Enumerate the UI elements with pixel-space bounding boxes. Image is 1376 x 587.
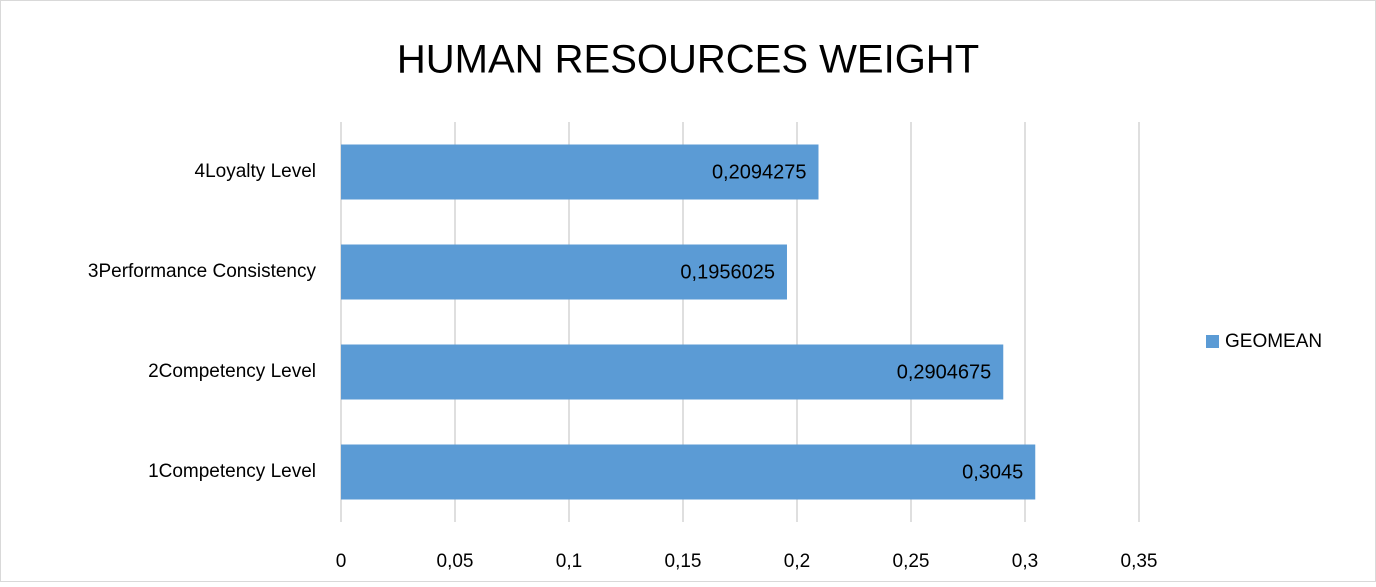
x-tick-label: 0,2 [784, 551, 810, 572]
y-tick-label: 2Competency Level [148, 361, 316, 382]
legend-label: GEOMEAN [1225, 331, 1322, 352]
x-tick-label: 0 [336, 551, 347, 572]
bar [341, 144, 819, 200]
x-tick-label: 0,25 [893, 551, 930, 572]
bar [341, 344, 1004, 400]
value-label: 0,3045 [962, 461, 1023, 483]
x-tick-label: 0,15 [665, 551, 702, 572]
chart-title: HUMAN RESOURCES WEIGHT [397, 38, 979, 82]
legend-swatch [1206, 335, 1219, 348]
value-label: 0,2094275 [712, 161, 807, 183]
bar [341, 244, 787, 300]
y-tick-label: 4Loyalty Level [195, 161, 316, 182]
bar [341, 444, 1036, 500]
x-tick-label: 0,05 [437, 551, 474, 572]
value-label: 0,2904675 [897, 361, 992, 383]
x-tick-label: 0,35 [1121, 551, 1158, 572]
x-tick-label: 0,3 [1012, 551, 1038, 572]
y-tick-label: 1Competency Level [148, 461, 316, 482]
y-tick-label: 3Performance Consistency [88, 261, 317, 282]
value-label: 0,1956025 [680, 261, 775, 283]
x-tick-label: 0,1 [556, 551, 582, 572]
